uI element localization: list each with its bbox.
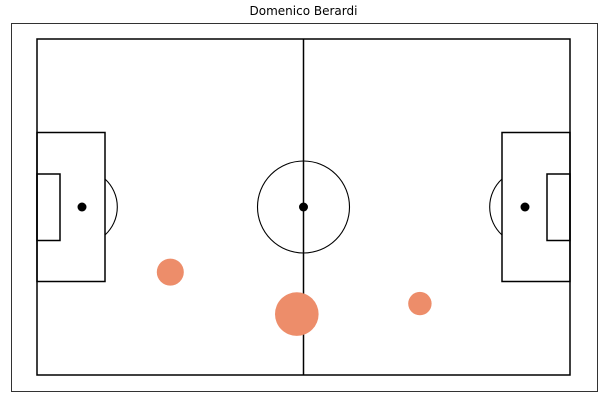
left-penalty-arc	[104, 178, 118, 236]
axes-frame	[11, 23, 598, 392]
centre-circle	[256, 160, 351, 254]
data-points	[156, 258, 432, 336]
data-point-1	[156, 258, 184, 286]
data-point-3	[408, 291, 432, 316]
right-penalty-spot	[520, 202, 530, 212]
left-penalty-spot	[77, 202, 87, 212]
right-penalty-area	[501, 131, 571, 283]
chart-title: Domenico Berardi	[249, 4, 358, 18]
left-penalty-area	[36, 131, 106, 283]
right-penalty-arc	[489, 178, 503, 236]
centre-spot	[299, 202, 308, 212]
right-six-yard-box	[546, 173, 571, 242]
data-point-2	[275, 292, 319, 336]
left-six-yard-box	[36, 173, 61, 242]
